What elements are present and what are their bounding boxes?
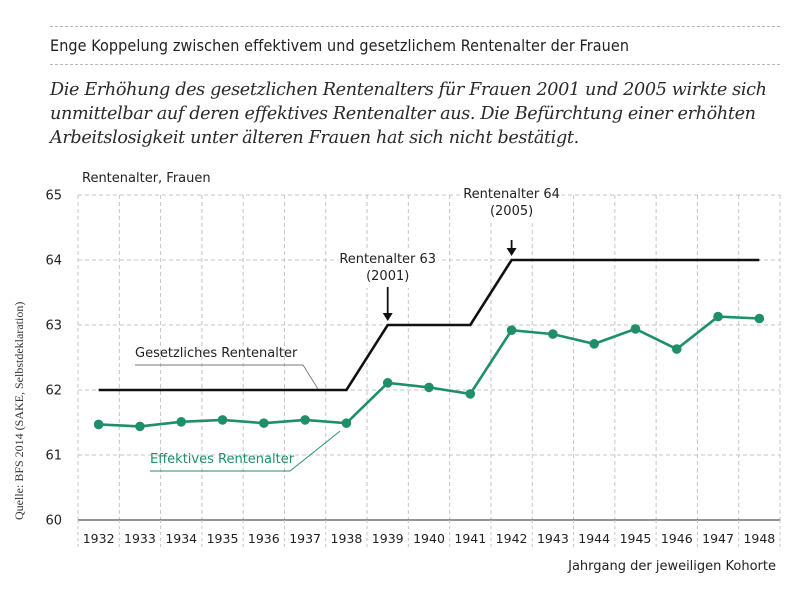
title-rule [50,64,780,65]
x-tick-label: 1947 [702,531,734,546]
x-tick-label: 1933 [124,531,156,546]
top-rule [50,26,780,27]
data-point [465,389,476,399]
annotations: Rentenalter 63 (2001) Rentenalter 64 (2005) [337,183,562,321]
x-tick-label: 1944 [578,531,610,546]
series-group [93,258,765,432]
data-point [630,324,641,334]
y-tick-label: 65 [45,189,62,204]
data-point [259,418,269,428]
data-point [506,325,517,336]
annotation-label-bg [337,248,438,288]
x-axis-label: Jahrgang der jeweiligen Kohorte [567,559,776,574]
data-point [382,378,393,388]
annotation-year: (2001) [366,269,409,284]
series-line-gesetzlich [98,258,760,392]
x-tick-label: 1948 [743,531,775,546]
data-point [424,382,434,393]
y-tick-label: 62 [45,384,62,399]
x-tick-label: 1942 [496,531,528,546]
annotation-label-bg [461,183,562,223]
x-tick-label: 1934 [165,531,197,546]
page-title: Enge Koppelung zwischen effektivem und g… [50,36,630,55]
data-point [754,313,765,324]
data-point [176,417,187,427]
y-tick-label: 61 [45,449,62,464]
x-tick-label: 1940 [413,531,445,546]
chart-subtitle: Die Erhöhung des gesetzlichen Rentenalte… [50,80,767,148]
legend: Gesetzliches Rentenalter Effektives Rente… [135,346,341,472]
data-point [713,311,723,322]
x-tick-label: 1939 [372,531,404,546]
legend-leader-gesetzlich [135,364,319,390]
y-axis-label: Rentenalter, Frauen [82,171,211,186]
y-tick-label: 63 [45,319,62,334]
annotation-year: (2005) [490,204,533,219]
data-point [135,421,145,432]
x-tick-label: 1938 [331,531,363,546]
x-tick-label: 1936 [248,531,280,546]
annotation-arrow-head [506,248,517,256]
x-tick-label: 1941 [454,531,486,546]
annotation-arrow-head [382,313,393,321]
x-tick-label: 1932 [83,531,115,546]
legend-label-effektiv: Effektives Rentenalter [150,452,295,467]
x-tick-label: 1937 [289,531,321,546]
x-tick-label: 1945 [620,531,652,546]
annotation-label: Rentenalter 64 [463,187,560,202]
data-point [589,339,599,349]
x-tick-label: 1946 [661,531,693,546]
y-tick-label: 64 [45,254,62,269]
data-point [548,329,558,339]
data-point [300,415,310,425]
legend-label-gesetzlich: Gesetzliches Rentenalter [135,346,298,361]
x-axis: 1932 1933 1934 1935 1936 1937 1938 1939 1940 1941… [77,520,781,550]
data-point [93,419,104,430]
y-tick-label: 60 [45,514,62,529]
x-tick-label: 1943 [537,531,569,546]
data-point [217,415,228,425]
x-tick-label: 1935 [207,531,239,546]
data-point [341,418,352,428]
y-axis: 60 61 62 63 64 65 [45,189,62,529]
data-point [671,344,682,354]
legend-leader-effektiv [150,430,341,472]
annotation-label: Rentenalter 63 [339,252,436,267]
